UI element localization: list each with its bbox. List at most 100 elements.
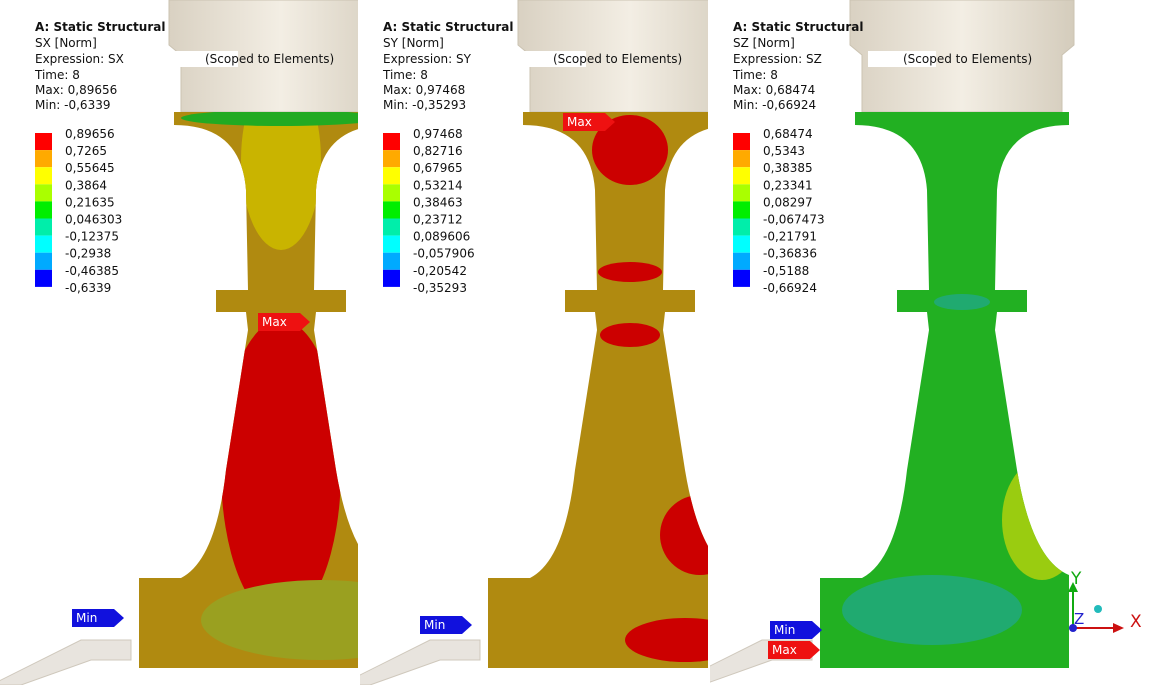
legend-label: -0,21791 bbox=[763, 230, 817, 244]
probe-label: Max bbox=[772, 643, 797, 657]
contour-band bbox=[598, 262, 662, 282]
header-time: Time: 8 bbox=[732, 68, 778, 82]
legend-label: -0,057906 bbox=[413, 247, 475, 261]
contour-band bbox=[1002, 460, 1082, 580]
probe-label: Min bbox=[76, 611, 97, 625]
legend-label: -0,66924 bbox=[763, 281, 817, 295]
header-min: Min: -0,6339 bbox=[35, 98, 110, 112]
legend-swatch bbox=[733, 167, 750, 184]
legend-swatch bbox=[733, 270, 750, 287]
legend-swatch bbox=[383, 236, 400, 253]
header-title: A: Static Structural bbox=[35, 20, 165, 34]
header-result: SY [Norm] bbox=[383, 36, 444, 50]
legend-swatch bbox=[383, 167, 400, 184]
contour-band bbox=[201, 580, 441, 660]
legend-swatch bbox=[35, 167, 52, 184]
legend-swatch bbox=[35, 219, 52, 236]
legend-label: -0,067473 bbox=[763, 213, 825, 227]
legend-swatch bbox=[733, 150, 750, 167]
legend-swatch bbox=[733, 201, 750, 218]
legend-swatch bbox=[383, 184, 400, 201]
legend-swatch bbox=[35, 270, 52, 287]
legend-swatch bbox=[733, 184, 750, 201]
legend-label: 0,5343 bbox=[763, 144, 805, 158]
legend-label: 0,82716 bbox=[413, 144, 463, 158]
legend-swatch bbox=[733, 253, 750, 270]
axis-y-label: Y bbox=[1070, 569, 1082, 589]
legend-label: 0,7265 bbox=[65, 144, 107, 158]
legend-swatch bbox=[733, 236, 750, 253]
contour-band bbox=[181, 110, 381, 126]
legend-label: 0,68474 bbox=[763, 127, 813, 141]
legend-label: 0,53214 bbox=[413, 178, 463, 192]
legend-label: -0,6339 bbox=[65, 281, 111, 295]
triad-ball bbox=[1094, 605, 1102, 613]
legend-swatch bbox=[35, 150, 52, 167]
legend-swatch bbox=[383, 219, 400, 236]
axis-z-label: Z bbox=[1074, 610, 1084, 628]
legend-label: -0,12375 bbox=[65, 230, 119, 244]
header-title: A: Static Structural bbox=[733, 20, 863, 34]
legend-label: 0,97468 bbox=[413, 127, 463, 141]
legend-label: 0,089606 bbox=[413, 230, 470, 244]
header-time: Time: 8 bbox=[34, 68, 80, 82]
legend-label: 0,67965 bbox=[413, 161, 463, 175]
probe-label: Min bbox=[424, 618, 445, 632]
legend-label: 0,38463 bbox=[413, 195, 463, 209]
legend-swatch bbox=[35, 236, 52, 253]
part bbox=[488, 112, 737, 668]
legend-label: -0,36836 bbox=[763, 247, 817, 261]
header-result: SZ [Norm] bbox=[733, 36, 795, 50]
probe-label: Max bbox=[262, 315, 287, 329]
legend-label: -0,20542 bbox=[413, 264, 467, 278]
result-viewer: A: Static StructuralSX [Norm]Expression:… bbox=[0, 0, 1151, 685]
legend-label: 0,046303 bbox=[65, 213, 122, 227]
legend-label: 0,08297 bbox=[763, 195, 813, 209]
header-time: Time: 8 bbox=[382, 68, 428, 82]
header-expression: Expression: SY bbox=[383, 52, 472, 66]
legend-label: 0,23341 bbox=[763, 178, 813, 192]
legend-swatch bbox=[383, 253, 400, 270]
probe-label: Max bbox=[567, 115, 592, 129]
legend-swatch bbox=[733, 133, 750, 150]
legend-label: 0,21635 bbox=[65, 195, 115, 209]
header-expression: Expression: SX bbox=[35, 52, 124, 66]
header-max: Max: 0,97468 bbox=[383, 83, 465, 97]
legend-label: 0,3864 bbox=[65, 178, 107, 192]
legend-swatch bbox=[35, 184, 52, 201]
legend-swatch bbox=[35, 201, 52, 218]
header-scope: (Scoped to Elements) bbox=[553, 52, 682, 66]
legend-label: 0,89656 bbox=[65, 127, 115, 141]
header-expression: Expression: SZ bbox=[733, 52, 822, 66]
contour-band bbox=[600, 323, 660, 347]
legend-label: 0,23712 bbox=[413, 213, 463, 227]
contour-band bbox=[221, 320, 341, 620]
pipe bbox=[340, 640, 480, 685]
legend-swatch bbox=[35, 253, 52, 270]
contour-band bbox=[660, 495, 740, 575]
legend-swatch bbox=[383, 270, 400, 287]
legend-label: -0,2938 bbox=[65, 247, 111, 261]
axis-x-head bbox=[1113, 623, 1124, 633]
legend-swatch bbox=[383, 133, 400, 150]
axis-x-label: X bbox=[1130, 612, 1142, 632]
legend-label: -0,46385 bbox=[65, 264, 119, 278]
probe-label: Min bbox=[774, 623, 795, 637]
header-title: A: Static Structural bbox=[383, 20, 513, 34]
legend-swatch bbox=[35, 133, 52, 150]
legend-swatch bbox=[383, 150, 400, 167]
contour-band bbox=[842, 575, 1022, 645]
header-scope: (Scoped to Elements) bbox=[903, 52, 1032, 66]
header-max: Max: 0,89656 bbox=[35, 83, 117, 97]
legend-label: 0,38385 bbox=[763, 161, 813, 175]
legend-label: -0,35293 bbox=[413, 281, 467, 295]
header-scope: (Scoped to Elements) bbox=[205, 52, 334, 66]
pipe bbox=[0, 640, 131, 685]
contour-band bbox=[934, 294, 990, 310]
header-max: Max: 0,68474 bbox=[733, 83, 815, 97]
legend-label: -0,5188 bbox=[763, 264, 809, 278]
legend-label: 0,55645 bbox=[65, 161, 115, 175]
contour-band bbox=[625, 618, 745, 662]
header-min: Min: -0,35293 bbox=[383, 98, 466, 112]
legend-swatch bbox=[383, 201, 400, 218]
